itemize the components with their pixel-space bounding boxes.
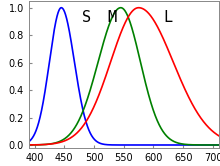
Text: M: M	[107, 10, 116, 25]
Text: L: L	[164, 10, 173, 25]
Text: S: S	[82, 10, 91, 25]
